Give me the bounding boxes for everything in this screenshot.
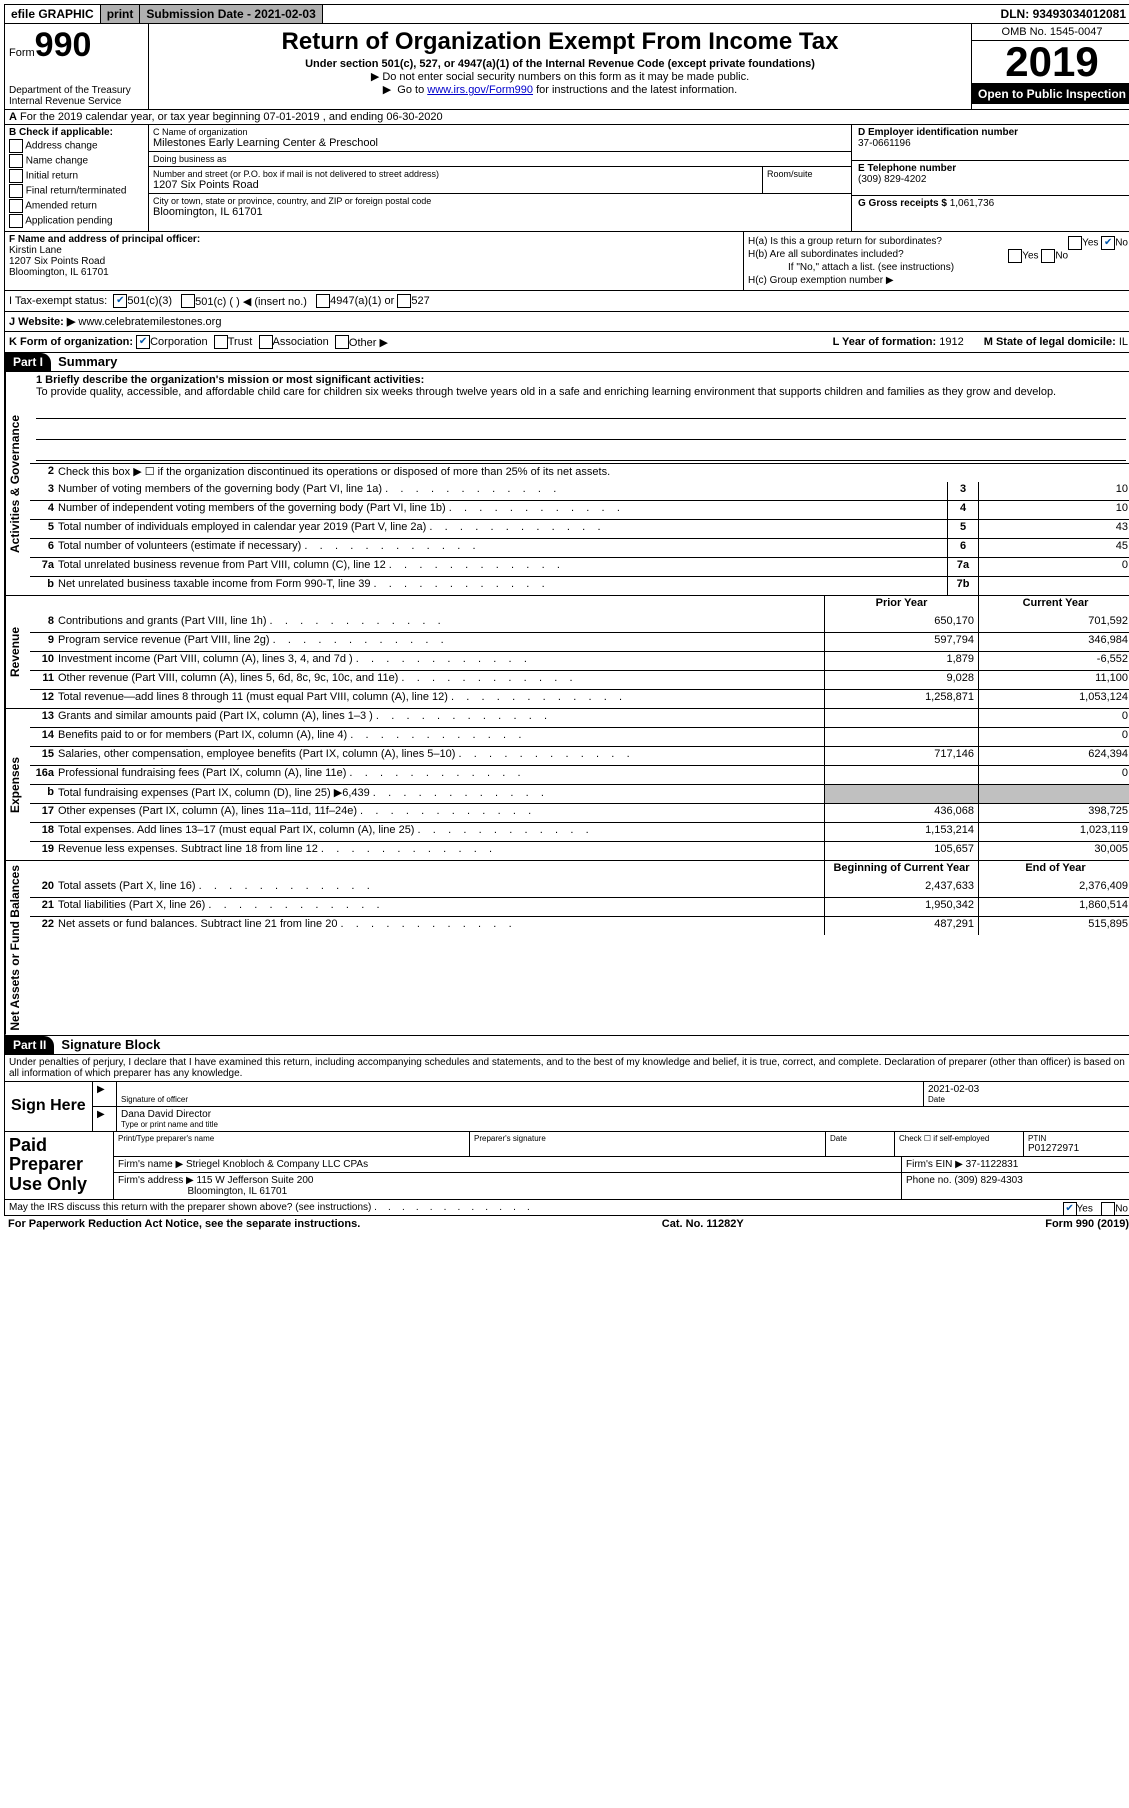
summary-row: 17Other expenses (Part IX, column (A), l… [30,803,1129,822]
line-j: J Website: ▶ www.celebratemilestones.org [4,312,1129,332]
section-fh: F Name and address of principal officer:… [4,232,1129,291]
summary-row: 11Other revenue (Part VIII, column (A), … [30,670,1129,689]
form-header: Form990 Department of the Treasury Inter… [4,24,1129,110]
discuss-row: May the IRS discuss this return with the… [4,1200,1129,1216]
summary-row: 8Contributions and grants (Part VIII, li… [30,614,1129,632]
part1-netassets: Net Assets or Fund Balances Beginning of… [4,861,1129,1036]
summary-row: 5Total number of individuals employed in… [30,519,1129,538]
line-k: K Form of organization: Corporation Trus… [4,332,1129,353]
section-bcdeg: B Check if applicable: Address change Na… [4,125,1129,232]
summary-row: 9Program service revenue (Part VIII, lin… [30,632,1129,651]
header-right: OMB No. 1545-0047 2019 Open to Public In… [971,24,1129,109]
summary-row: 3Number of voting members of the governi… [30,482,1129,500]
summary-row: bNet unrelated business taxable income f… [30,576,1129,595]
submission-date-button[interactable]: Submission Date - 2021-02-03 [140,5,322,23]
penalty-text: Under penalties of perjury, I declare th… [4,1055,1129,1082]
paid-preparer-block: Paid Preparer Use Only Print/Type prepar… [4,1132,1129,1200]
form-title: Return of Organization Exempt From Incom… [153,28,967,56]
section-f: F Name and address of principal officer:… [5,232,744,290]
part1-governance: Activities & Governance 1 Briefly descri… [4,372,1129,596]
summary-row: 15Salaries, other compensation, employee… [30,746,1129,765]
top-bar: efile GRAPHIC print Submission Date - 20… [4,4,1129,24]
irs-link[interactable]: www.irs.gov/Form990 [427,84,533,96]
header-mid: Return of Organization Exempt From Incom… [149,24,971,109]
part-1: Part I Summary [4,353,1129,372]
summary-row: 6Total number of volunteers (estimate if… [30,538,1129,557]
part-2: Part II Signature Block [4,1036,1129,1055]
summary-row: 20Total assets (Part X, line 16)2,437,63… [30,879,1129,897]
efile-label: efile GRAPHIC [5,5,101,23]
sign-here-block: Sign Here ▶ Signature of officer 2021-02… [4,1082,1129,1132]
summary-row: 4Number of independent voting members of… [30,500,1129,519]
line-a: A For the 2019 calendar year, or tax yea… [4,110,1129,125]
section-deg: D Employer identification number 37-0661… [852,125,1129,231]
summary-row: 13Grants and similar amounts paid (Part … [30,709,1129,727]
dln: DLN: 93493034012081 [995,5,1129,23]
summary-row: bTotal fundraising expenses (Part IX, co… [30,784,1129,803]
summary-row: 16aProfessional fundraising fees (Part I… [30,765,1129,784]
footer: For Paperwork Reduction Act Notice, see … [4,1216,1129,1232]
line-i: I Tax-exempt status: 501(c)(3) 501(c) ( … [4,291,1129,312]
summary-row: 22Net assets or fund balances. Subtract … [30,916,1129,935]
summary-row: 21Total liabilities (Part X, line 26)1,9… [30,897,1129,916]
summary-row: 12Total revenue—add lines 8 through 11 (… [30,689,1129,708]
header-left: Form990 Department of the Treasury Inter… [5,24,149,109]
summary-row: 10Investment income (Part VIII, column (… [30,651,1129,670]
summary-row: 19Revenue less expenses. Subtract line 1… [30,841,1129,860]
part1-expenses: Expenses 13Grants and similar amounts pa… [4,709,1129,861]
summary-row: 14Benefits paid to or for members (Part … [30,727,1129,746]
part1-revenue: Revenue Prior Year Current Year 8Contrib… [4,596,1129,709]
section-h: H(a) Is this a group return for subordin… [744,232,1129,290]
summary-row: 18Total expenses. Add lines 13–17 (must … [30,822,1129,841]
summary-row: 7aTotal unrelated business revenue from … [30,557,1129,576]
section-b: B Check if applicable: Address change Na… [5,125,149,231]
section-c: C Name of organization Milestones Early … [149,125,852,231]
print-button[interactable]: print [101,5,141,23]
